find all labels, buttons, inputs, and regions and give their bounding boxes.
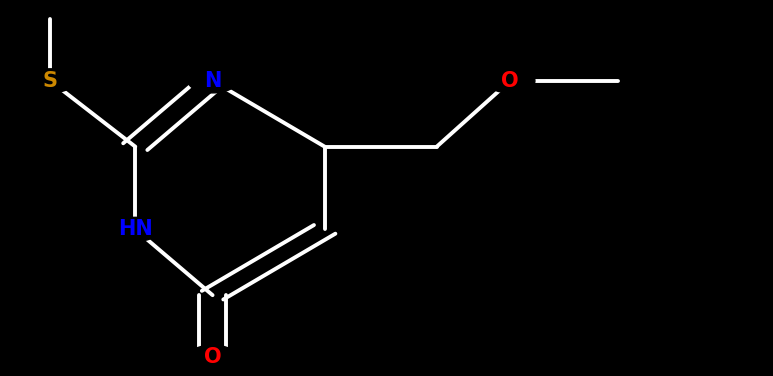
Text: N: N xyxy=(204,71,221,91)
Text: S: S xyxy=(43,71,58,91)
Circle shape xyxy=(26,69,75,93)
Circle shape xyxy=(188,69,237,93)
Circle shape xyxy=(111,217,160,241)
Text: O: O xyxy=(502,71,519,91)
Circle shape xyxy=(188,345,237,369)
Circle shape xyxy=(485,69,535,93)
Text: HN: HN xyxy=(118,219,152,240)
Text: O: O xyxy=(204,347,221,367)
